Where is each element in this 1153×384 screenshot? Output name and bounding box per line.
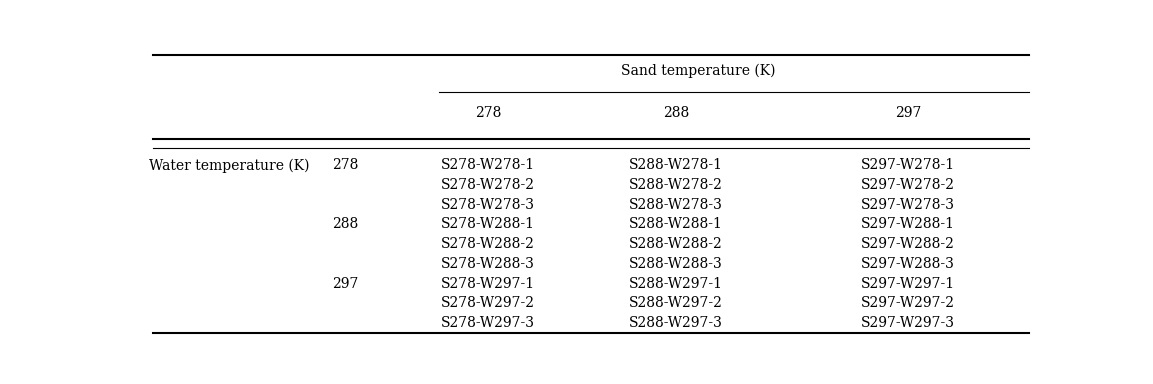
Text: S288-W288-1: S288-W288-1 [628, 217, 723, 232]
Text: S288-W288-2: S288-W288-2 [628, 237, 723, 251]
Text: S278-W297-1: S278-W297-1 [442, 276, 535, 291]
Text: S297-W288-2: S297-W288-2 [861, 237, 955, 251]
Text: S278-W297-3: S278-W297-3 [442, 316, 535, 330]
Text: S297-W288-1: S297-W288-1 [861, 217, 955, 232]
Text: S288-W297-2: S288-W297-2 [628, 296, 723, 310]
Text: S288-W278-3: S288-W278-3 [628, 198, 723, 212]
Text: S288-W278-2: S288-W278-2 [628, 178, 723, 192]
Text: S278-W278-1: S278-W278-1 [442, 158, 535, 172]
Text: 297: 297 [895, 106, 921, 119]
Text: S297-W297-1: S297-W297-1 [861, 276, 955, 291]
Text: S297-W278-2: S297-W278-2 [861, 178, 955, 192]
Text: 278: 278 [332, 158, 359, 172]
Text: S288-W288-3: S288-W288-3 [628, 257, 723, 271]
Text: 288: 288 [663, 106, 689, 119]
Text: S278-W288-3: S278-W288-3 [442, 257, 535, 271]
Text: S297-W278-3: S297-W278-3 [861, 198, 955, 212]
Text: S288-W297-3: S288-W297-3 [628, 316, 723, 330]
Text: Sand temperature (K): Sand temperature (K) [621, 63, 775, 78]
Text: 288: 288 [332, 217, 359, 232]
Text: S297-W297-3: S297-W297-3 [861, 316, 955, 330]
Text: S278-W288-1: S278-W288-1 [442, 217, 535, 232]
Text: S297-W297-2: S297-W297-2 [861, 296, 955, 310]
Text: S297-W278-1: S297-W278-1 [861, 158, 955, 172]
Text: S288-W278-1: S288-W278-1 [628, 158, 723, 172]
Text: Water temperature (K): Water temperature (K) [149, 158, 309, 172]
Text: 297: 297 [332, 276, 359, 291]
Text: S278-W297-2: S278-W297-2 [442, 296, 535, 310]
Text: S288-W297-1: S288-W297-1 [628, 276, 723, 291]
Text: 278: 278 [475, 106, 502, 119]
Text: S278-W278-3: S278-W278-3 [442, 198, 535, 212]
Text: S278-W278-2: S278-W278-2 [442, 178, 535, 192]
Text: S297-W288-3: S297-W288-3 [861, 257, 955, 271]
Text: S278-W288-2: S278-W288-2 [442, 237, 535, 251]
